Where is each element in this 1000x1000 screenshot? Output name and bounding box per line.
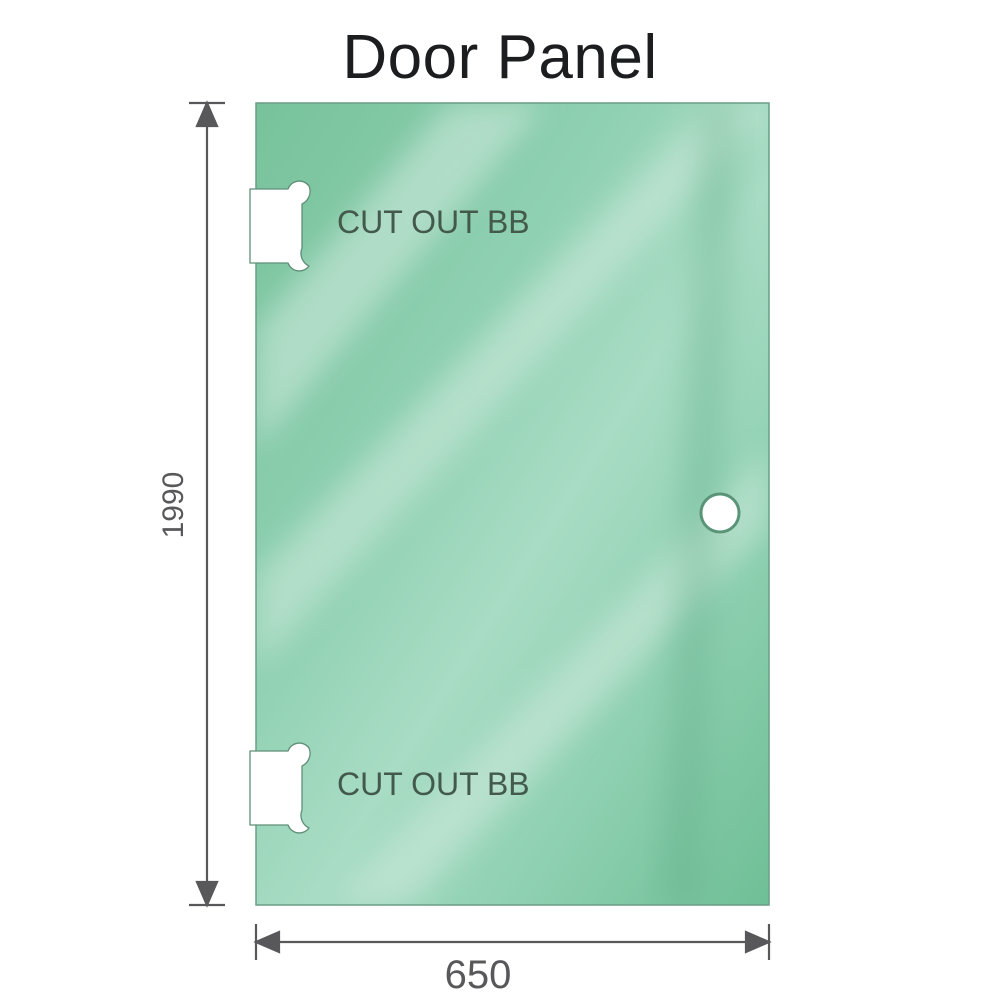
svg-text:CUT OUT BB: CUT OUT BB	[337, 204, 530, 240]
svg-text:1990: 1990	[157, 472, 190, 539]
svg-text:650: 650	[445, 953, 512, 997]
svg-text:CUT OUT BB: CUT OUT BB	[337, 766, 530, 802]
